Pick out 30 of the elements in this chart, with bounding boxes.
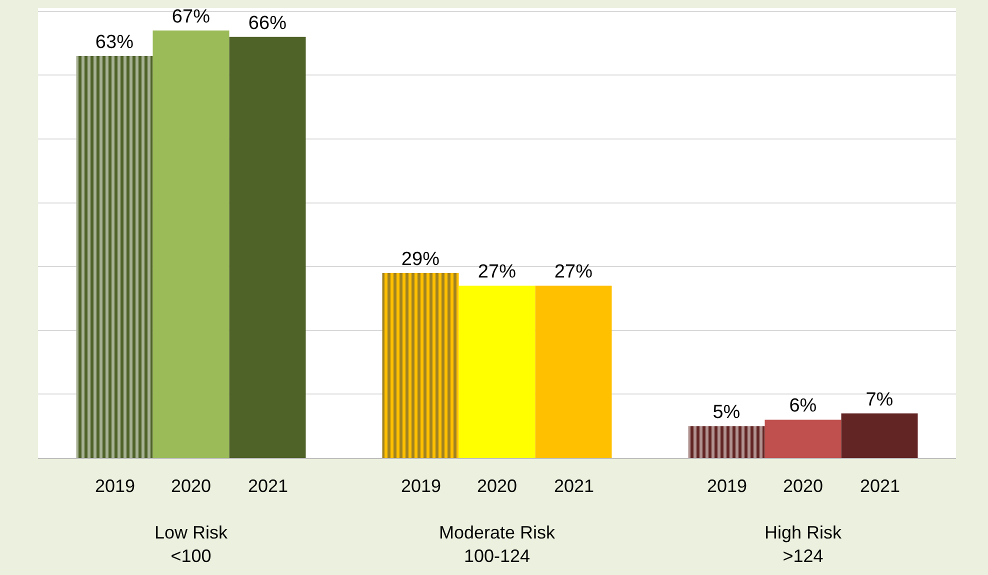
text: 2019 (401, 476, 442, 496)
data-label: 67% (172, 6, 210, 28)
series-label: 2021 (248, 476, 288, 496)
bar (688, 426, 765, 458)
bar (841, 413, 918, 458)
bar (535, 286, 612, 458)
text: 2020 (477, 476, 518, 496)
data-label: 63% (95, 32, 134, 54)
data-label: 7% (866, 389, 894, 410)
data-label: 27% (478, 262, 516, 283)
bar (458, 286, 536, 458)
text: 2020 (783, 476, 824, 496)
bar (764, 420, 842, 458)
data-label: 66% (248, 12, 287, 34)
data-label: 5% (712, 402, 740, 424)
text: 2019 (707, 476, 748, 496)
bar (229, 36, 306, 458)
data-label: 6% (789, 396, 817, 417)
bar (382, 272, 459, 458)
x-tick-label: Moderate Risk 100-124 (438, 522, 556, 566)
x-tick-label: High Risk >124 (764, 522, 843, 566)
bar (152, 30, 230, 458)
text: 2021 (860, 476, 900, 496)
x-tick-label: Low Risk <100 (154, 522, 229, 566)
bar (76, 56, 153, 458)
data-label: 29% (401, 248, 440, 270)
series-label: 2020 (171, 476, 212, 496)
series-label: 2019 (95, 476, 136, 496)
data-label: 27% (554, 262, 593, 283)
text: 2021 (554, 476, 594, 496)
